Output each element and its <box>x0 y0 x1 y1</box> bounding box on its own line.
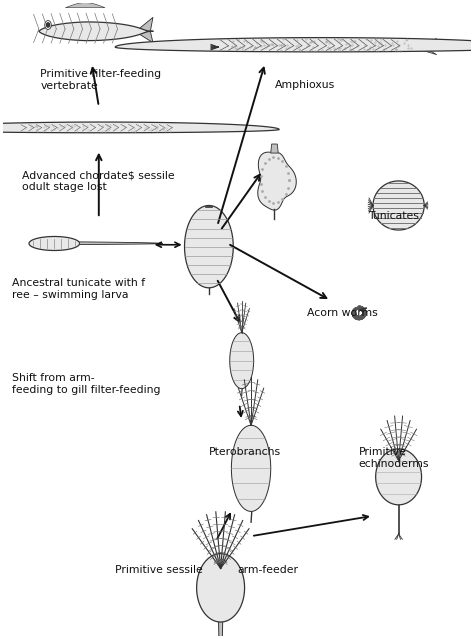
Text: Amphioxus: Amphioxus <box>274 80 335 90</box>
Polygon shape <box>258 152 296 210</box>
Text: Advanced chordate$ sessile
odult stage lost: Advanced chordate$ sessile odult stage l… <box>21 171 174 192</box>
Text: Pterobranchs: Pterobranchs <box>209 447 281 458</box>
Polygon shape <box>0 122 279 133</box>
Polygon shape <box>115 38 474 52</box>
Text: Tunicates: Tunicates <box>368 210 419 220</box>
Polygon shape <box>231 426 271 511</box>
Text: Ancestral tunicate with f
ree – swimming larva: Ancestral tunicate with f ree – swimming… <box>12 279 145 300</box>
Text: Acorn worms: Acorn worms <box>307 308 378 318</box>
Polygon shape <box>29 236 80 250</box>
Polygon shape <box>376 449 421 505</box>
Polygon shape <box>271 144 278 153</box>
Polygon shape <box>39 22 154 41</box>
Polygon shape <box>184 206 233 288</box>
Text: Primitive filter-feeding
vertebrate: Primitive filter-feeding vertebrate <box>40 69 161 91</box>
Circle shape <box>45 20 51 29</box>
Text: arm-feeder: arm-feeder <box>237 566 298 575</box>
Polygon shape <box>230 333 254 389</box>
Polygon shape <box>219 614 223 639</box>
Polygon shape <box>80 242 163 245</box>
Polygon shape <box>197 553 245 622</box>
Text: Shift from arm-
feeding to gill filter-feeding: Shift from arm- feeding to gill filter-f… <box>12 373 161 395</box>
Circle shape <box>46 23 50 27</box>
Polygon shape <box>373 181 424 230</box>
Text: Primitive sessile: Primitive sessile <box>115 566 203 575</box>
Polygon shape <box>140 17 153 43</box>
Polygon shape <box>418 38 437 55</box>
Text: Primitive
echinoderms: Primitive echinoderms <box>359 447 429 469</box>
